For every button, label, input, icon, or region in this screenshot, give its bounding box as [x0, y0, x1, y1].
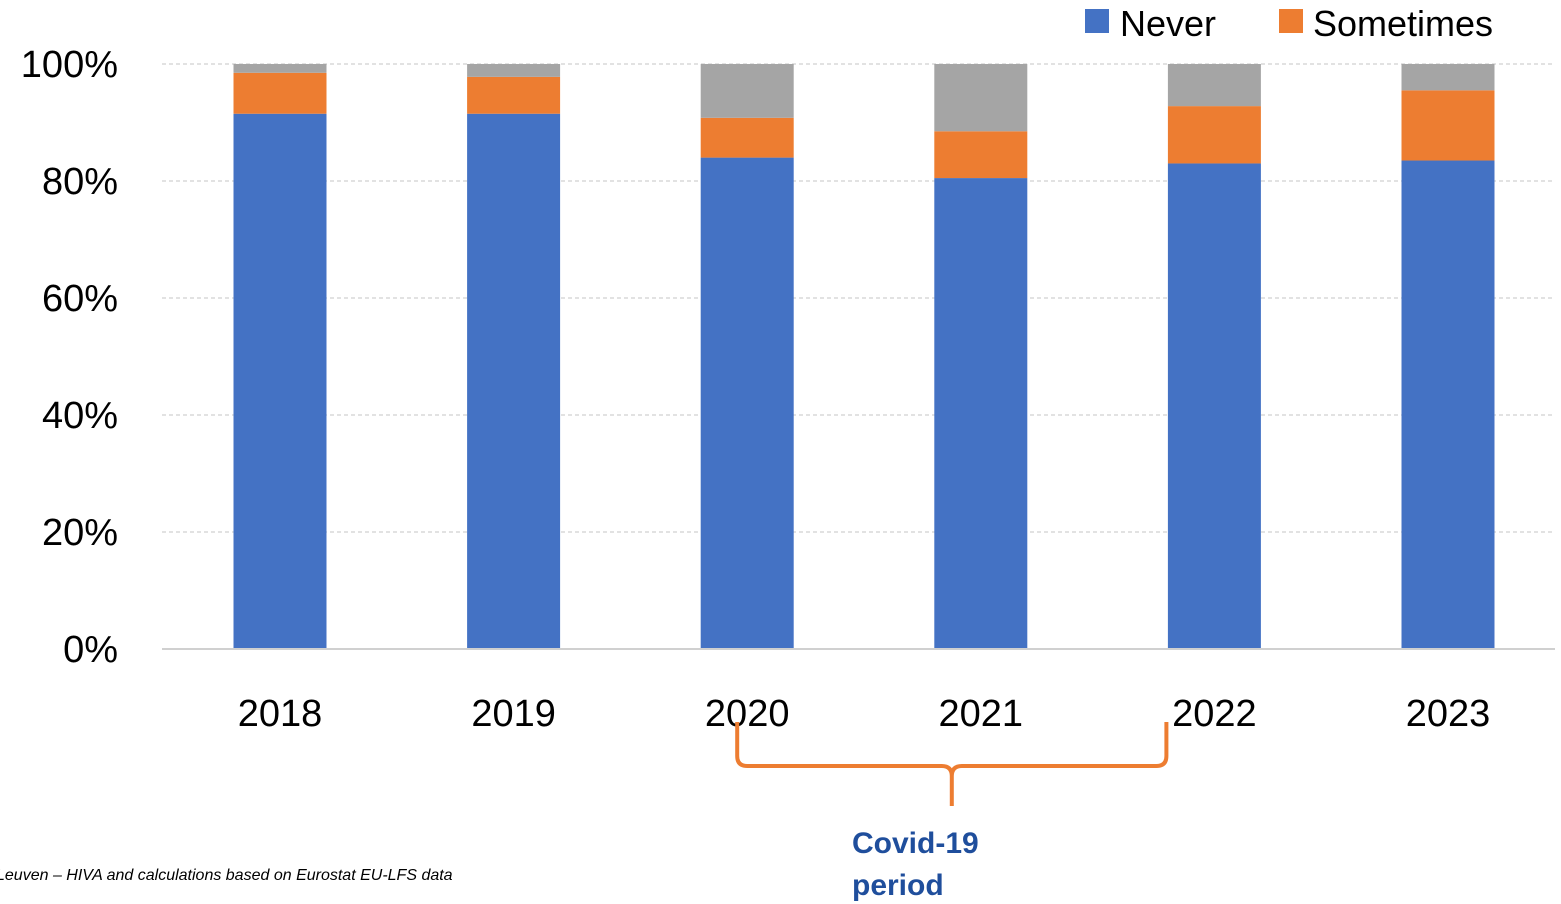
bar-2023-series-2 — [1401, 64, 1495, 91]
covid-annotation-line2: period — [852, 869, 944, 902]
legend-swatch-never — [1085, 9, 1109, 33]
bar-2023-series-0 — [1401, 160, 1495, 649]
y-tick-label: 0% — [63, 629, 118, 671]
legend-label-never: Never — [1120, 3, 1216, 44]
source-note: Leuven – HIVA and calculations based on … — [0, 867, 453, 884]
bar-2023-series-1 — [1401, 90, 1495, 161]
legend-label-sometimes: Sometimes — [1313, 3, 1493, 44]
y-tick-label: 20% — [42, 512, 118, 554]
y-tick-labels: 0% 20% 40% 60% 80% 100% — [21, 44, 118, 671]
bar-2020-series-2 — [700, 64, 794, 118]
bar-2020-series-0 — [700, 157, 794, 649]
bars — [233, 64, 1495, 650]
bar-2019-series-1 — [467, 76, 561, 114]
bar-2022-series-0 — [1167, 163, 1261, 649]
y-tick-label: 60% — [42, 278, 118, 320]
gridlines — [162, 63, 1555, 533]
bar-2018-series-1 — [233, 72, 327, 114]
x-tick-label-2021: 2021 — [939, 693, 1024, 735]
bar-2019-series-2 — [467, 64, 561, 77]
bar-2019-series-0 — [467, 113, 561, 650]
x-tick-label-2020: 2020 — [705, 693, 790, 735]
bar-2022-series-1 — [1167, 106, 1261, 164]
y-tick-label: 40% — [42, 395, 118, 437]
bar-2021-series-0 — [934, 178, 1028, 649]
covid-annotation-line1: Covid-19 — [852, 827, 979, 860]
x-tick-label-2022: 2022 — [1172, 693, 1257, 735]
x-tick-label-2019: 2019 — [471, 693, 556, 735]
y-tick-label: 100% — [21, 44, 118, 86]
x-tick-label-2023: 2023 — [1406, 693, 1491, 735]
bar-2021-series-1 — [934, 131, 1028, 179]
covid-period-bracket — [735, 722, 1169, 806]
x-tick-labels: 2018 2019 2020 2021 2022 2023 — [238, 693, 1491, 735]
bar-2018-series-2 — [233, 64, 327, 73]
bar-2018-series-0 — [233, 113, 327, 650]
x-tick-label-2018: 2018 — [238, 693, 323, 735]
bar-2022-series-2 — [1167, 64, 1261, 107]
legend: Never Sometimes — [1085, 3, 1493, 44]
bar-2021-series-2 — [934, 64, 1028, 132]
y-tick-label: 80% — [42, 161, 118, 203]
bar-2020-series-1 — [700, 117, 794, 158]
legend-swatch-sometimes — [1279, 9, 1303, 33]
